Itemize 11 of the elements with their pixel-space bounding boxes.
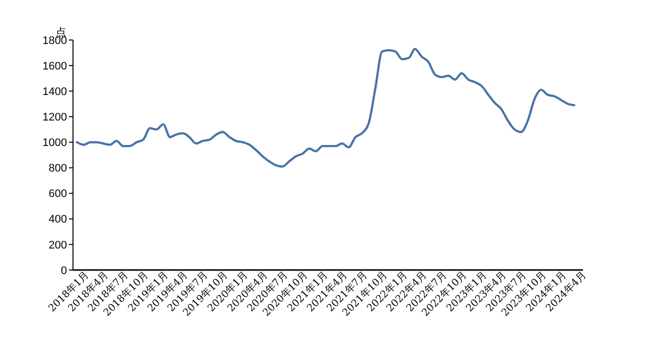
line-series bbox=[76, 48, 576, 168]
y-tick-label: 400 bbox=[48, 214, 67, 226]
y-tick-label: 1400 bbox=[42, 86, 67, 98]
y-tick-label: 800 bbox=[48, 162, 67, 175]
y-tick-label: 200 bbox=[48, 239, 67, 252]
y-tick-label: 0 bbox=[60, 264, 67, 277]
y-tick-label: 600 bbox=[48, 188, 67, 200]
y-tick-label: 1600 bbox=[42, 60, 67, 72]
y-tick-label: 1000 bbox=[42, 137, 67, 150]
y-tick-label: 1800 bbox=[42, 34, 67, 47]
y-tick-label: 1200 bbox=[42, 112, 67, 124]
